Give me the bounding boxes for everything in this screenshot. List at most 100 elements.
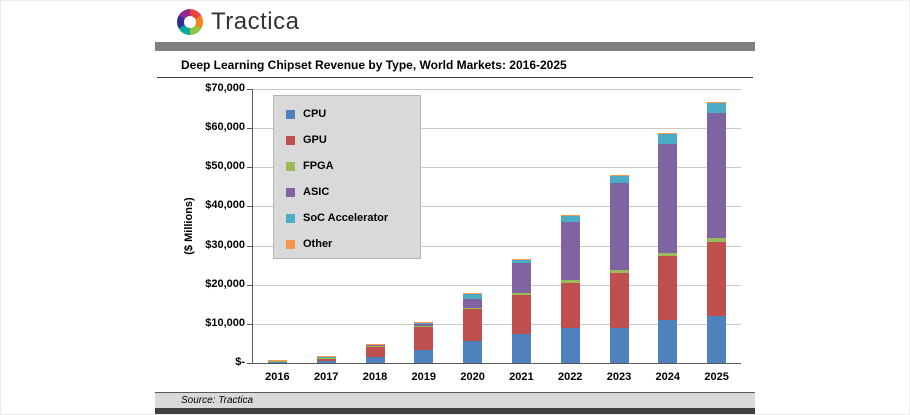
bar-2021-other — [511, 258, 531, 260]
y-tick-label: $20,000 — [205, 277, 245, 290]
x-tick-label: 2017 — [313, 371, 339, 383]
source-text: Source: Tractica — [181, 395, 254, 406]
y-tick-mark — [247, 89, 253, 90]
bar-2017-asic — [316, 357, 336, 359]
bar-2022-fpga — [560, 280, 580, 283]
bar-2022-asic — [560, 221, 580, 281]
bar-2016-other — [267, 359, 287, 361]
bar-2022-gpu — [560, 282, 580, 328]
y-tick-mark — [247, 167, 253, 169]
legend-label-other: Other — [303, 238, 333, 250]
legend-item-fpga: FPGA — [274, 153, 420, 179]
bar-2019-asic — [414, 323, 434, 327]
bar-2018-asic — [365, 345, 385, 347]
gridline — [253, 167, 741, 169]
plot-area — [247, 89, 741, 364]
bar-2025-soc-accelerator — [707, 103, 727, 113]
bar-2021-soc-accelerator — [511, 259, 531, 264]
y-axis-line — [252, 89, 253, 363]
bar-2019-fpga — [414, 326, 434, 327]
x-tick-label: 2023 — [606, 371, 632, 383]
bar-2018-soc-accelerator — [365, 344, 385, 346]
y-tick-label: $30,000 — [205, 238, 245, 251]
legend-item-other: Other — [274, 231, 420, 257]
bar-2019-gpu — [414, 327, 434, 351]
x-tick-label: 2019 — [411, 371, 437, 383]
x-tick-label: 2020 — [460, 371, 485, 383]
y-tick-label: $50,000 — [205, 160, 245, 173]
bar-2024-other — [658, 133, 678, 135]
x-tick-label: 2021 — [509, 371, 534, 383]
bar-2022-other — [560, 215, 580, 216]
y-tick-mark — [247, 206, 253, 208]
y-tick-mark — [247, 323, 253, 325]
bar-2018-cpu — [365, 357, 385, 363]
bar-2020-cpu — [463, 341, 483, 363]
report-panel: Tractica Deep Learning Chipset Revenue b… — [155, 1, 755, 414]
x-tick-label: 2022 — [557, 371, 583, 383]
source-bar: Source: Tractica — [155, 392, 755, 408]
bar-2019-cpu — [414, 350, 434, 363]
bar-2020-other — [463, 293, 483, 294]
x-tick-label: 2018 — [362, 371, 388, 383]
bar-2023-cpu — [609, 327, 629, 363]
gridline — [253, 245, 741, 247]
bar-2016-asic — [267, 360, 287, 361]
gridline — [253, 284, 741, 286]
legend-item-asic: ASIC — [274, 179, 420, 205]
bar-2016-cpu — [267, 362, 287, 363]
bar-2021-cpu — [511, 333, 531, 363]
header-divider-band — [155, 42, 755, 51]
bar-2019-soc-accelerator — [414, 322, 434, 324]
legend-item-soc-accelerator: SoC Accelerator — [274, 205, 420, 231]
legend-item-cpu: CPU — [274, 101, 420, 127]
bar-2022-cpu — [560, 327, 580, 363]
bar-2023-asic — [609, 182, 629, 271]
bar-2024-soc-accelerator — [658, 134, 678, 144]
x-tick-label: 2016 — [265, 371, 290, 383]
x-tick-label: 2025 — [704, 371, 729, 383]
bar-2016-gpu — [267, 361, 287, 363]
legend-swatch-soc-accelerator — [286, 213, 295, 223]
bar-2023-fpga — [609, 270, 629, 273]
bar-2017-soc-accelerator — [316, 356, 336, 358]
bar-2021-gpu — [511, 294, 531, 334]
bar-2018-fpga — [365, 346, 385, 347]
bar-2024-cpu — [658, 319, 678, 363]
bar-2025-fpga — [707, 237, 727, 242]
bar-2024-fpga — [658, 252, 678, 257]
bar-2023-soc-accelerator — [609, 175, 629, 183]
bar-2023-other — [609, 174, 629, 176]
legend-swatch-other — [286, 239, 295, 249]
bar-2017-other — [316, 356, 336, 357]
legend-swatch-gpu — [286, 135, 295, 145]
y-tick-mark — [247, 245, 253, 247]
x-axis-line — [253, 363, 741, 364]
gridline — [253, 89, 741, 90]
y-tick-mark — [247, 128, 253, 130]
legend-label-asic: ASIC — [303, 186, 330, 198]
legend-swatch-fpga — [286, 161, 295, 171]
legend-label-fpga: FPGA — [303, 160, 334, 172]
bar-2024-asic — [658, 143, 678, 253]
footer-band — [155, 408, 755, 414]
y-tick-mark — [247, 363, 253, 364]
y-tick-label: $10,000 — [205, 316, 245, 329]
bar-2021-asic — [511, 263, 531, 293]
gridline — [253, 323, 741, 325]
bar-2017-cpu — [316, 361, 336, 363]
legend: CPU GPU FPGA ASIC SoC Accelerator Other — [273, 95, 421, 259]
gridline — [253, 206, 741, 208]
bar-2021-fpga — [511, 292, 531, 295]
brand-name: Tractica — [211, 7, 300, 35]
legend-label-soc-accelerator: SoC Accelerator — [303, 212, 389, 224]
legend-item-gpu: GPU — [274, 127, 420, 153]
legend-label-gpu: GPU — [303, 134, 327, 146]
header: Tractica — [155, 1, 755, 42]
bar-2017-gpu — [316, 358, 336, 362]
y-tick-label: $70,000 — [205, 82, 245, 94]
bar-2019-other — [414, 321, 434, 323]
y-tick-label: $- — [235, 356, 245, 368]
gridline — [253, 128, 741, 130]
legend-swatch-asic — [286, 187, 295, 197]
